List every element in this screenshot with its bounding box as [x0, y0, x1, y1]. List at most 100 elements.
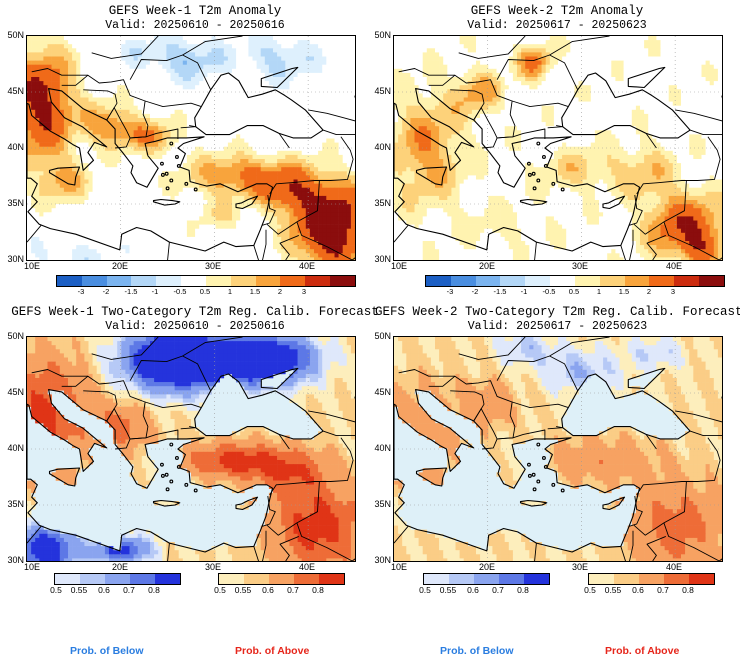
field-layer	[394, 337, 722, 561]
lon-tick-label: 10E	[390, 261, 407, 271]
lon-tick-label: 20E	[111, 261, 128, 271]
colorbar-swatch	[524, 574, 549, 584]
probability-colorbar	[218, 573, 345, 585]
colorbar-swatch	[550, 276, 575, 286]
panel-title: GEFS Week-1 T2m Anomaly	[108, 4, 282, 18]
colorbar-tick-label: -3	[77, 287, 85, 296]
lon-tick-label: 30E	[204, 261, 221, 271]
lon-tick-label: 30E	[571, 562, 588, 572]
lat-tick-label: 40N	[7, 142, 24, 152]
colorbar-swatch	[269, 574, 294, 584]
lat-tick-label: 30N	[374, 555, 391, 565]
lat-tick-label: 35N	[7, 499, 24, 509]
lon-tick-label: 40E	[298, 261, 315, 271]
colorbar-tick-label: -1	[151, 287, 159, 296]
colorbar-tick-label: 1.5	[249, 287, 261, 296]
map-canvas	[26, 35, 356, 261]
colorbar-tick-label: 1.5	[618, 287, 630, 296]
colorbar-swatch	[319, 574, 344, 584]
anomaly-colorbar	[425, 275, 725, 287]
panel-title: GEFS Week-2 Two-Category T2m Reg. Calib.…	[375, 305, 740, 319]
lat-tick-label: 45N	[374, 86, 391, 96]
colorbar-tick-label: 0.7	[492, 585, 504, 595]
probability-colorbar	[423, 573, 550, 585]
colorbar-swatch	[230, 276, 256, 286]
colorbar-swatch	[475, 276, 501, 286]
colorbar-swatch	[80, 574, 105, 584]
prob-above-legend: Prob. of Above	[235, 645, 310, 657]
colorbar-tick-label: -3	[446, 287, 454, 296]
panel-title: GEFS Week-2 T2m Anomaly	[470, 4, 644, 18]
probability-colorbar	[54, 573, 181, 585]
colorbar-tick-label: -2	[471, 287, 479, 296]
lon-tick-label: 40E	[665, 261, 682, 271]
lon-tick-label: 10E	[23, 261, 40, 271]
colorbar-swatch	[205, 276, 231, 286]
colorbar-tick-label: 0.5	[214, 585, 226, 595]
colorbar-swatch	[294, 574, 319, 584]
colorbar-tick-label: -1.5	[493, 287, 507, 296]
colorbar-tick-label: -0.5	[542, 287, 556, 296]
lon-tick-label: 10E	[390, 562, 407, 572]
panel-valid-dates: Valid: 20250617 - 20250623	[467, 19, 647, 32]
lon-tick-label: 20E	[478, 562, 495, 572]
colorbar-swatch	[624, 276, 650, 286]
colorbar-swatch	[525, 276, 551, 286]
probability-colorbar	[588, 573, 715, 585]
colorbar-swatch	[255, 276, 281, 286]
map-canvas	[393, 35, 723, 261]
country-borders	[27, 36, 355, 260]
colorbar-tick-label: 0.5	[568, 287, 580, 296]
country-borders	[27, 337, 355, 561]
prob-below-legend: Prob. of Below	[70, 645, 144, 657]
colorbar-tick-label: 2	[646, 287, 652, 296]
lat-tick-label: 50N	[374, 331, 391, 341]
colorbar-swatch	[105, 574, 130, 584]
country-borders	[394, 36, 722, 260]
lon-tick-label: 30E	[571, 261, 588, 271]
colorbar-tick-label: 0.5	[199, 287, 211, 296]
panel-title: GEFS Week-1 Two-Category T2m Reg. Calib.…	[11, 305, 379, 319]
prob-above-legend: Prob. of Above	[605, 645, 680, 657]
colorbar-swatch	[280, 276, 306, 286]
panel-valid-dates: Valid: 20250610 - 20250616	[105, 320, 285, 333]
colorbar-tick-label: 0.8	[148, 585, 160, 595]
anomaly-colorbar	[56, 275, 356, 287]
lon-tick-label: 10E	[23, 562, 40, 572]
colorbar-tick-label: 0.6	[467, 585, 479, 595]
colorbar-swatch	[449, 574, 474, 584]
lat-tick-label: 35N	[374, 198, 391, 208]
colorbar-tick-label: 0.7	[123, 585, 135, 595]
lat-tick-label: 45N	[7, 86, 24, 96]
colorbar-swatch	[106, 276, 132, 286]
colorbar-tick-label: 0.6	[632, 585, 644, 595]
gridlines	[394, 337, 722, 561]
colorbar-swatch	[589, 574, 614, 584]
colorbar-swatch	[424, 574, 449, 584]
colorbar-swatch	[426, 276, 451, 286]
prob-below-legend: Prob. of Below	[440, 645, 514, 657]
colorbar-swatch	[156, 276, 182, 286]
panel-valid-dates: Valid: 20250617 - 20250623	[467, 320, 648, 333]
colorbar-swatch	[639, 574, 664, 584]
country-borders	[394, 337, 722, 561]
lat-tick-label: 40N	[374, 443, 391, 453]
colorbar-tick-label: 1	[227, 287, 233, 296]
colorbar-tick-label: 3	[670, 287, 676, 296]
colorbar-tick-label: 0.7	[657, 585, 669, 595]
colorbar-swatch	[81, 276, 107, 286]
colorbar-tick-label: -1.5	[124, 287, 138, 296]
colorbar-swatch	[664, 574, 689, 584]
lat-tick-label: 30N	[7, 555, 24, 565]
colorbar-tick-label: -1	[520, 287, 528, 296]
colorbar-swatch	[155, 574, 180, 584]
coastlines	[27, 66, 355, 252]
colorbar-tick-label: 0.5	[50, 585, 62, 595]
lon-tick-label: 20E	[111, 562, 128, 572]
gridlines	[394, 36, 722, 260]
colorbar-tick-label: -0.5	[173, 287, 187, 296]
lat-tick-label: 30N	[374, 254, 391, 264]
field-layer	[27, 36, 355, 260]
lat-tick-label: 35N	[374, 499, 391, 509]
lat-tick-label: 40N	[7, 443, 24, 453]
